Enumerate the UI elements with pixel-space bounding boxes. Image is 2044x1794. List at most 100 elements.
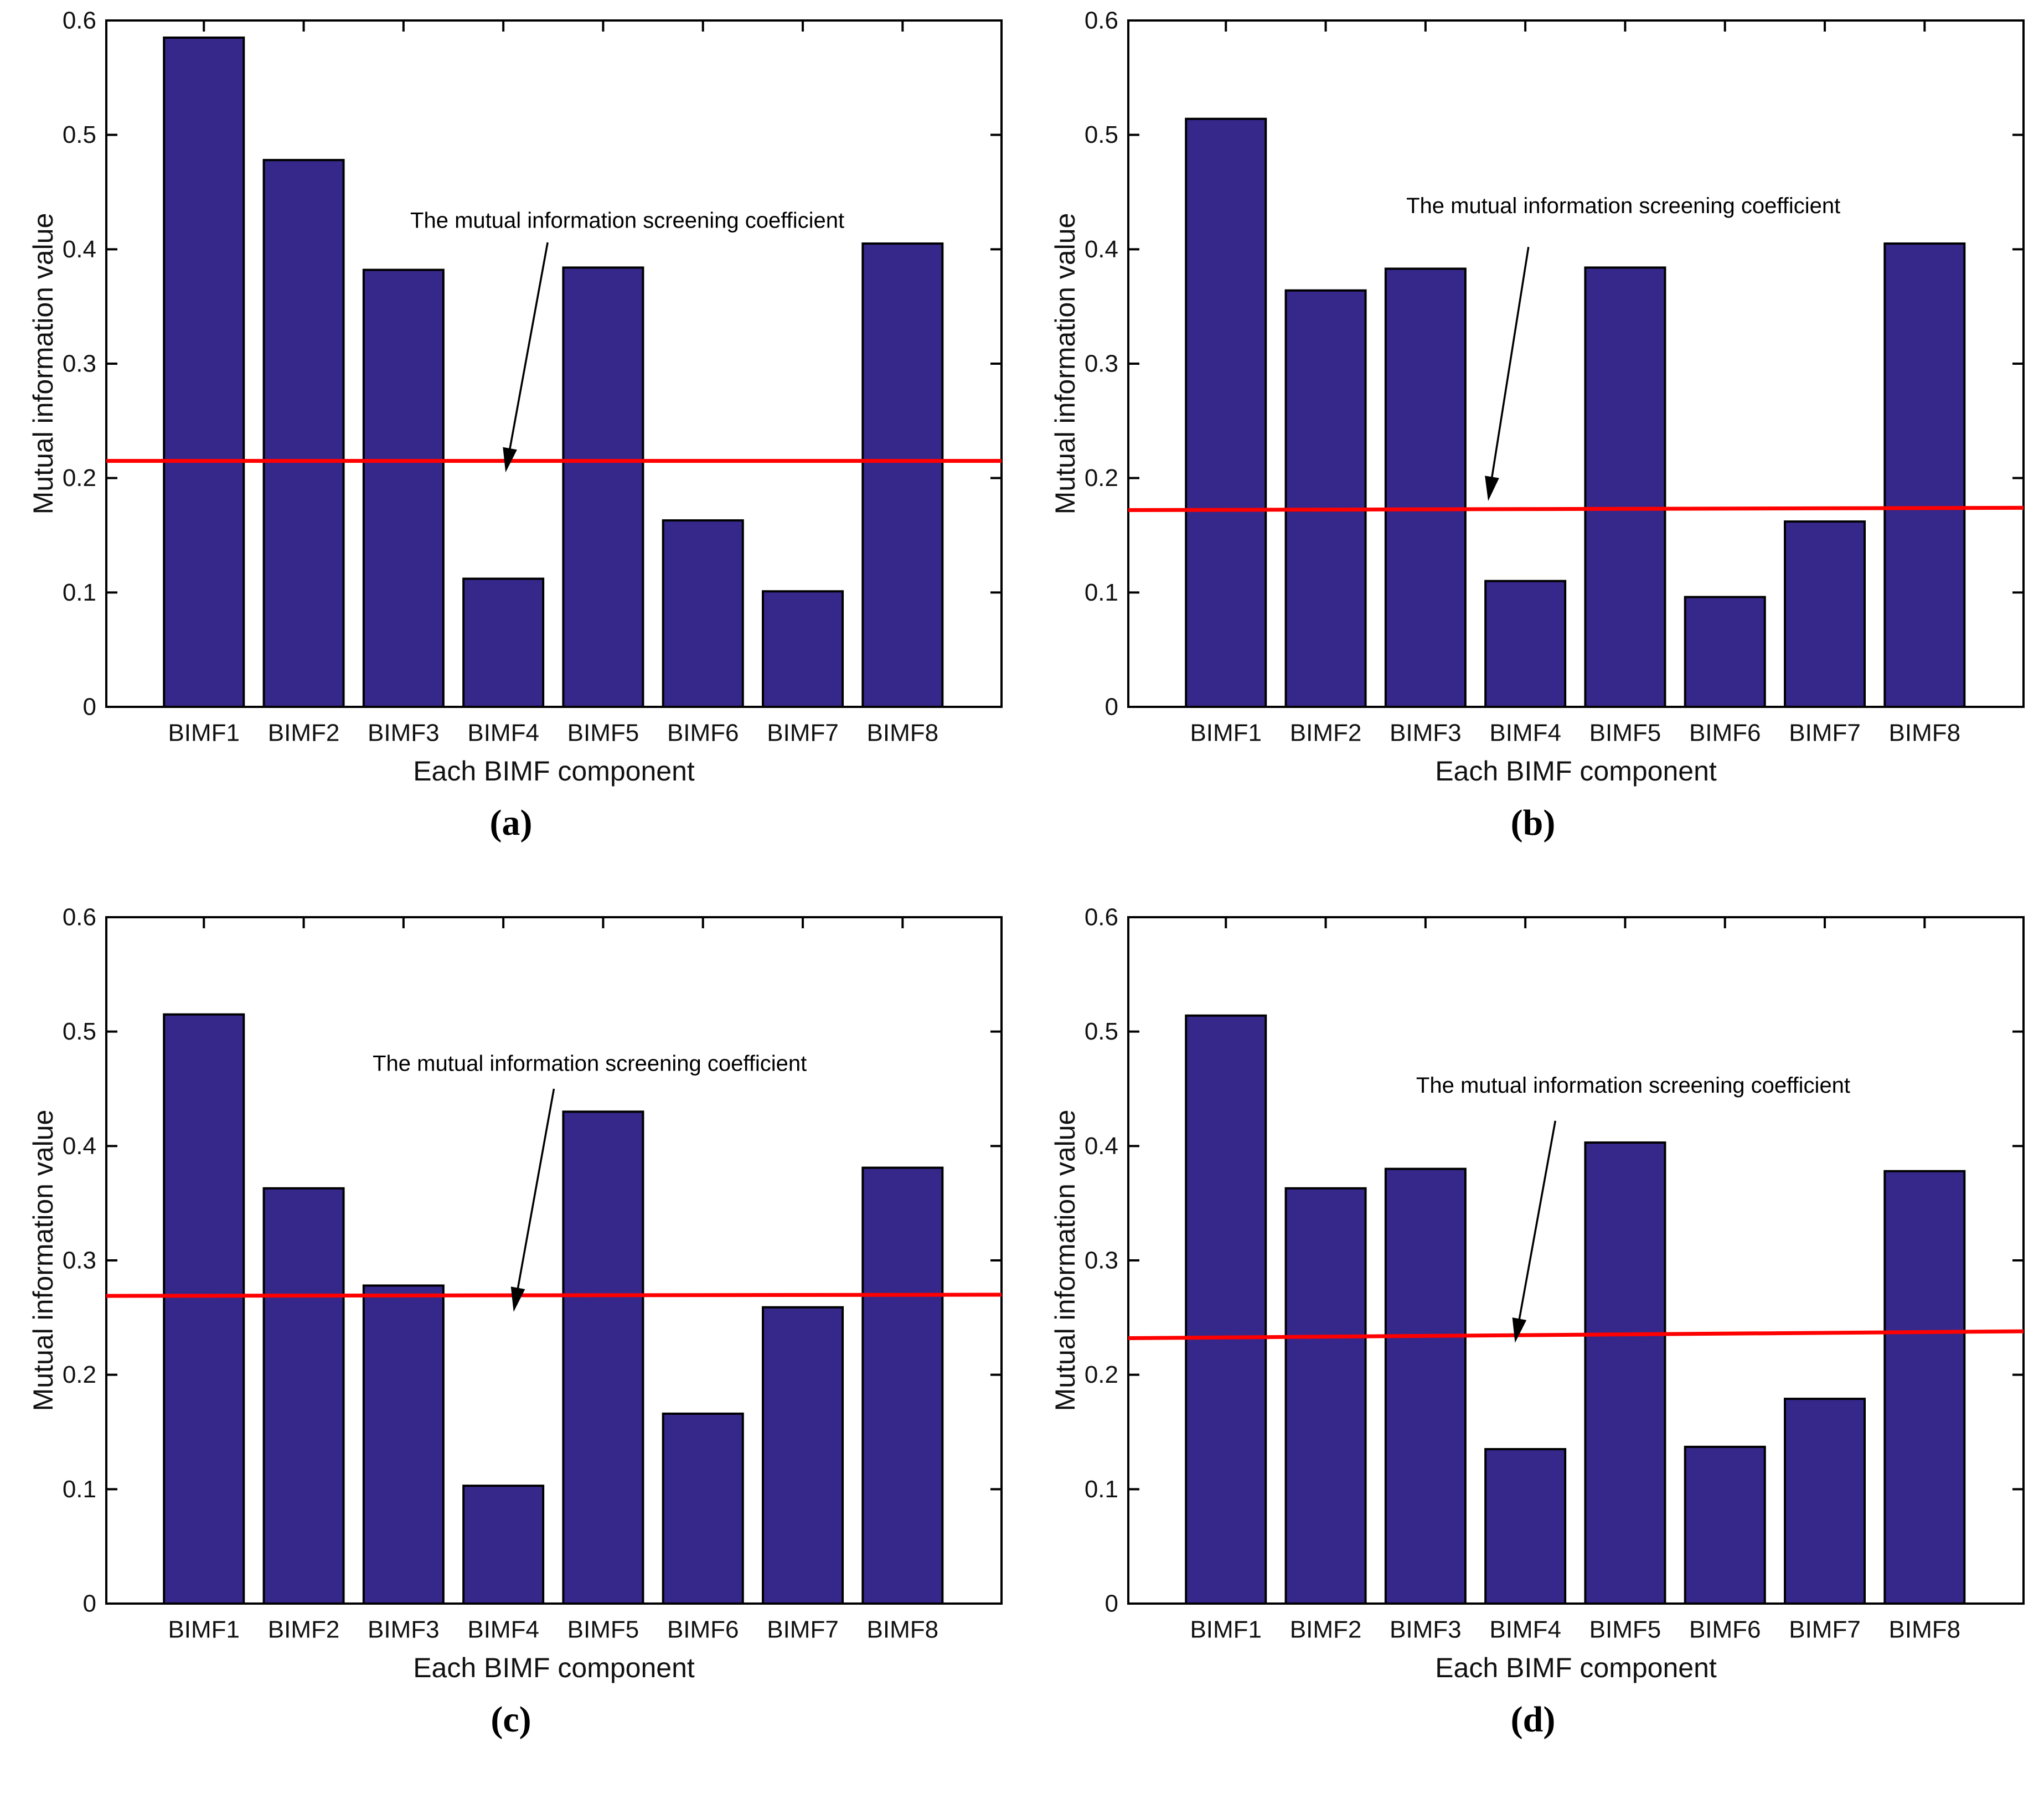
figure-panel-c: 0 0.1 0.2 0.3 0.4 0.5 0.6 BIMF1 BIMF2 BIMF3 BIMF4 B… (0, 897, 1022, 1793)
annotation-arrow-shaft (1517, 1120, 1557, 1323)
bar-BIMF2 (1284, 289, 1367, 708)
panel-label-a: (a) (489, 803, 533, 843)
bar-BIMF6 (1684, 1445, 1766, 1605)
y-tick-label-0.6: 0.6 (63, 7, 96, 34)
x-tick-label-BIMF8: BIMF8 (1889, 720, 1961, 747)
annotation-text: The mutual information screening coeffic… (373, 1052, 807, 1076)
threshold-line (1128, 1329, 2024, 1341)
bar-BIMF8 (861, 1166, 944, 1605)
x-tick-label-BIMF8: BIMF8 (867, 1616, 939, 1643)
y-tick-label-0.2: 0.2 (1085, 464, 1118, 492)
bar-chart-a: 0 0.1 0.2 0.3 0.4 0.5 0.6 BIMF1 BIMF2 BIMF3 BIMF4 B… (0, 0, 1022, 897)
x-axis-label: Each BIMF component (1435, 1652, 1717, 1683)
x-tick-label-BIMF6: BIMF6 (667, 720, 739, 747)
bar-BIMF4 (1484, 580, 1567, 708)
panel-label-d: (d) (1510, 1699, 1556, 1740)
bar-BIMF7 (1784, 520, 1866, 708)
x-axis-label: Each BIMF component (413, 756, 695, 787)
x-tick-label-BIMF5: BIMF5 (567, 1616, 639, 1643)
bar-BIMF6 (662, 1412, 744, 1605)
x-tick-label-BIMF5: BIMF5 (1589, 1616, 1661, 1643)
x-tick-label-BIMF6: BIMF6 (1689, 720, 1761, 747)
bar-chart-b: 0 0.1 0.2 0.3 0.4 0.5 0.6 BIMF1 BIMF2 BIMF3 BIMF4 B… (1022, 0, 2044, 897)
bar-BIMF1 (163, 37, 245, 708)
y-tick-label-0.1: 0.1 (1085, 579, 1118, 606)
x-tick-label-BIMF7: BIMF7 (1789, 720, 1861, 747)
bar-BIMF3 (1384, 1167, 1467, 1605)
y-tick-label-0.6: 0.6 (63, 904, 96, 931)
bar-BIMF5 (562, 1110, 644, 1605)
x-tick-label-BIMF3: BIMF3 (1390, 1616, 1462, 1643)
annotation-arrow-shaft (516, 1088, 555, 1292)
bar-BIMF8 (1883, 1170, 1966, 1605)
annotation-arrow-shaft (1490, 246, 1530, 482)
y-tick-label-0.1: 0.1 (63, 1476, 96, 1503)
y-tick-label-0.3: 0.3 (63, 1247, 96, 1274)
y-tick-label-0.5: 0.5 (1085, 1018, 1118, 1045)
y-tick-label-0: 0 (83, 1590, 96, 1617)
x-tick-label-BIMF8: BIMF8 (867, 720, 939, 747)
y-tick-label-0: 0 (1105, 1590, 1118, 1617)
x-tick-label-BIMF1: BIMF1 (1190, 1616, 1262, 1643)
y-tick-label-0.2: 0.2 (1085, 1361, 1118, 1388)
bar-BIMF2 (1284, 1187, 1367, 1605)
annotation-arrow-head (503, 447, 517, 473)
bar-BIMF4 (1484, 1448, 1567, 1605)
x-axis-label: Each BIMF component (413, 1652, 695, 1683)
bar-BIMF4 (462, 1485, 545, 1605)
y-tick-label-0.1: 0.1 (1085, 1476, 1118, 1503)
y-tick-label-0.6: 0.6 (1085, 904, 1118, 931)
x-tick-label-BIMF3: BIMF3 (1390, 720, 1462, 747)
x-tick-label-BIMF5: BIMF5 (567, 720, 639, 747)
y-axis-label: Mutual information value (28, 1110, 59, 1412)
figure-panel-b: 0 0.1 0.2 0.3 0.4 0.5 0.6 BIMF1 BIMF2 BIMF3 BIMF4 B… (1022, 0, 2044, 897)
bar-chart-d: 0 0.1 0.2 0.3 0.4 0.5 0.6 BIMF1 BIMF2 BIMF3 BIMF4 B… (1022, 897, 2044, 1793)
bar-BIMF1 (1185, 1014, 1267, 1605)
x-tick-label-BIMF1: BIMF1 (1190, 720, 1262, 747)
y-tick-label-0: 0 (83, 694, 96, 721)
bar-chart-c: 0 0.1 0.2 0.3 0.4 0.5 0.6 BIMF1 BIMF2 BIMF3 BIMF4 B… (0, 897, 1022, 1793)
x-tick-label-BIMF7: BIMF7 (767, 1616, 839, 1643)
figure-panel-a: 0 0.1 0.2 0.3 0.4 0.5 0.6 BIMF1 BIMF2 BIMF3 BIMF4 B… (0, 0, 1022, 897)
threshold-line (1128, 505, 2024, 513)
x-tick-label-BIMF2: BIMF2 (268, 720, 340, 747)
annotation-arrow-shaft (508, 242, 549, 453)
bar-BIMF7 (762, 590, 844, 709)
x-tick-label-BIMF2: BIMF2 (1290, 1616, 1362, 1643)
x-tick-label-BIMF1: BIMF1 (168, 720, 240, 747)
bar-BIMF5 (562, 266, 644, 708)
x-tick-label-BIMF3: BIMF3 (368, 720, 440, 747)
y-tick-label-0.2: 0.2 (63, 1361, 96, 1388)
x-tick-label-BIMF4: BIMF4 (1489, 1616, 1561, 1643)
y-axis-label: Mutual information value (28, 213, 59, 515)
bar-BIMF5 (1584, 1141, 1666, 1605)
annotation-arrow-head (1485, 475, 1499, 501)
panel-label-c: (c) (491, 1699, 531, 1740)
x-axis-label: Each BIMF component (1435, 756, 1717, 787)
panel-label-b: (b) (1510, 803, 1556, 843)
x-tick-label-BIMF4: BIMF4 (1489, 720, 1561, 747)
y-tick-label-0.4: 0.4 (1085, 236, 1118, 263)
y-tick-label-0.1: 0.1 (63, 579, 96, 606)
y-tick-label-0.4: 0.4 (63, 1133, 96, 1160)
y-axis-label: Mutual information value (1050, 213, 1081, 515)
y-tick-label-0.4: 0.4 (1085, 1133, 1118, 1160)
x-tick-label-BIMF2: BIMF2 (268, 1616, 340, 1643)
bar-BIMF4 (462, 577, 545, 708)
threshold-line (106, 1292, 1002, 1298)
y-tick-label-0: 0 (1105, 694, 1118, 721)
bar-BIMF5 (1584, 266, 1666, 708)
y-tick-label-0.3: 0.3 (1085, 1247, 1118, 1274)
y-tick-label-0.5: 0.5 (63, 121, 96, 148)
y-tick-label-0.2: 0.2 (63, 464, 96, 492)
bar-BIMF6 (662, 519, 744, 709)
bar-BIMF1 (163, 1013, 245, 1605)
y-tick-label-0.6: 0.6 (1085, 7, 1118, 34)
bar-BIMF8 (1883, 242, 1966, 708)
x-tick-label-BIMF2: BIMF2 (1290, 720, 1362, 747)
x-tick-label-BIMF4: BIMF4 (467, 1616, 539, 1643)
bar-BIMF2 (262, 159, 345, 708)
annotation-arrow-head (510, 1286, 525, 1312)
bar-BIMF3 (362, 1284, 445, 1605)
